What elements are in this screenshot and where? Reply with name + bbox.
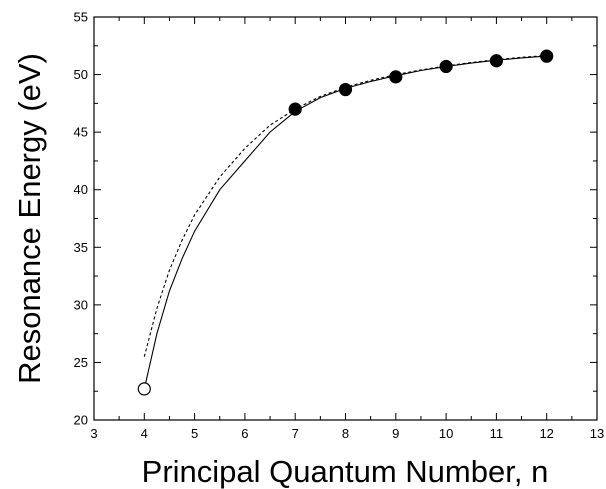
filled-data-point (338, 82, 353, 97)
filled-data-point (439, 59, 453, 74)
y-tick-label: 20 (74, 413, 88, 428)
y-tick-label: 50 (74, 67, 88, 82)
filled-data-point (540, 49, 554, 63)
series-lines (143, 55, 547, 390)
y-tick-label: 45 (74, 125, 88, 140)
x-tick-label: 9 (392, 426, 399, 441)
filled-data-point (489, 54, 503, 68)
open-data-point (137, 382, 151, 396)
y-tick-label: 30 (74, 297, 88, 312)
x-tick-label: 6 (241, 426, 248, 441)
y-tick-label: 40 (74, 182, 88, 197)
x-tick-label: 3 (90, 426, 97, 441)
filled-data-point (288, 102, 302, 116)
x-tick-label: 8 (342, 426, 349, 441)
x-tick-label: 13 (590, 426, 604, 441)
x-tick-label: 11 (490, 426, 504, 441)
x-axis-title: Principal Quantum Number, n (142, 454, 549, 489)
series-points (137, 49, 554, 396)
filled-data-point (389, 70, 403, 84)
x-tick-label: 4 (141, 426, 148, 441)
y-tick-label: 35 (74, 240, 88, 255)
y-tick-label: 55 (74, 10, 88, 25)
solid-fit-curve (143, 55, 547, 390)
dashed-fit-curve (143, 55, 547, 357)
x-tick-label: 12 (539, 426, 553, 441)
x-tick-label: 5 (191, 426, 198, 441)
x-tick-label: 7 (292, 426, 299, 441)
plot-frame (93, 16, 598, 421)
x-tick-label: 10 (439, 426, 453, 441)
y-tick-label: 25 (74, 355, 88, 370)
y-axis-title: Resonance Energy (eV) (12, 53, 47, 384)
